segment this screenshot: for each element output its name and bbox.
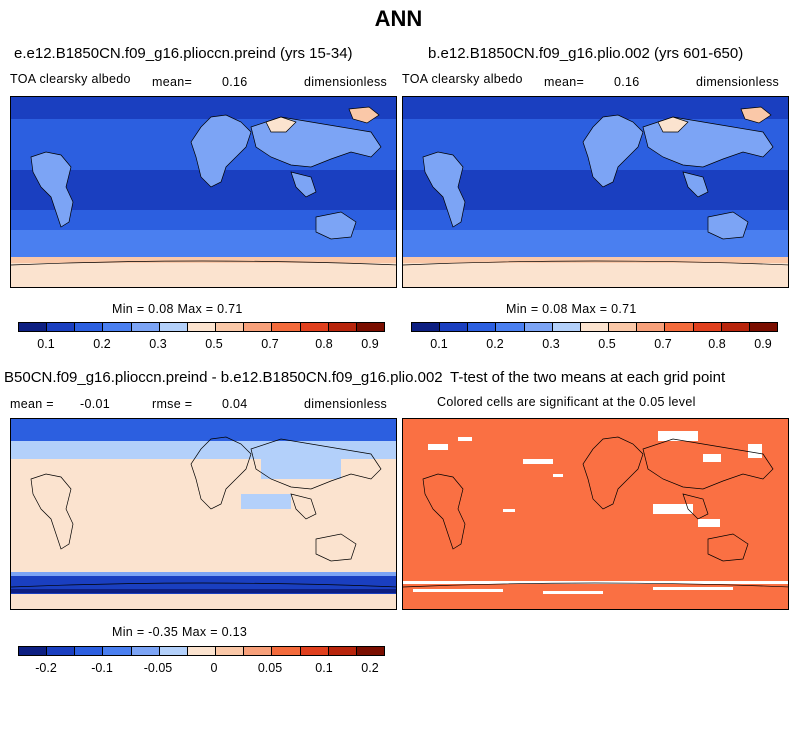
panel2-mean-label: mean= <box>544 75 585 89</box>
panel4-title: T-test of the two means at each grid poi… <box>450 369 726 386</box>
panel1-colorbar <box>18 322 385 332</box>
colorbar-box <box>609 323 638 331</box>
panel2-title: b.e12.B1850CN.f09_g16.plio.002 (yrs 601-… <box>428 45 744 62</box>
colorbar-box <box>637 323 666 331</box>
colorbar-box <box>19 647 48 655</box>
colorbar-box <box>356 323 385 331</box>
colorbar-box <box>244 323 273 331</box>
colorbar-box <box>328 323 357 331</box>
panel1-title: e.e12.B1850CN.f09_g16.plioccn.preind (yr… <box>14 45 353 62</box>
colorbar-box <box>131 323 160 331</box>
colorbar-tick: 0.8 <box>315 337 333 351</box>
colorbar-box <box>159 647 188 655</box>
colorbar-box <box>468 323 497 331</box>
colorbar-box <box>356 647 385 655</box>
colorbar-tick: 0.5 <box>598 337 616 351</box>
colorbar-box <box>19 323 48 331</box>
colorbar-tick: 0.3 <box>542 337 560 351</box>
panel1-variable: TOA clearsky albedo <box>10 72 131 86</box>
colorbar-box <box>496 323 525 331</box>
colorbar-tick: -0.2 <box>35 661 57 675</box>
panel3-map <box>10 418 397 610</box>
colorbar-tick: 0.7 <box>261 337 279 351</box>
colorbar-tick: 0.2 <box>361 661 379 675</box>
colorbar-box <box>216 647 245 655</box>
colorbar-box <box>440 323 469 331</box>
colorbar-tick: 0.05 <box>257 661 283 675</box>
panel1-map-svg <box>11 97 396 287</box>
colorbar-box <box>216 323 245 331</box>
panel4-map <box>402 418 789 610</box>
colorbar-box <box>103 323 132 331</box>
colorbar-box <box>103 647 132 655</box>
panel4-map-svg <box>403 419 788 609</box>
colorbar-box <box>524 323 553 331</box>
panel2-map-svg <box>403 97 788 287</box>
colorbar-box <box>721 323 750 331</box>
colorbar-tick: 0.1 <box>315 661 333 675</box>
colorbar-box <box>47 647 76 655</box>
colorbar-tick: 0.8 <box>708 337 726 351</box>
colorbar-tick: 0.2 <box>93 337 111 351</box>
colorbar-tick: 0.1 <box>37 337 55 351</box>
colorbar-box <box>131 647 160 655</box>
colorbar-box <box>580 323 610 331</box>
colorbar-box <box>665 323 694 331</box>
colorbar-box <box>412 323 441 331</box>
panel1-map <box>10 96 397 288</box>
colorbar-box <box>272 323 301 331</box>
colorbar-box <box>272 647 301 655</box>
colorbar-tick: -0.05 <box>143 661 173 675</box>
panel1-min-max: Min = 0.08 Max = 0.71 <box>112 302 243 316</box>
colorbar-box <box>187 647 217 655</box>
colorbar-box <box>328 647 357 655</box>
colorbar-box <box>552 323 581 331</box>
panel3-min-max: Min = -0.35 Max = 0.13 <box>112 625 248 639</box>
panel3-mean-value: -0.01 <box>80 397 110 411</box>
colorbar-tick: 0 <box>210 661 218 675</box>
colorbar-box <box>159 323 188 331</box>
colorbar-tick: 0.9 <box>754 337 772 351</box>
panel3-rmse-label: rmse = <box>152 397 193 411</box>
colorbar-tick: 0.7 <box>654 337 672 351</box>
colorbar-tick: 0.9 <box>361 337 379 351</box>
colorbar-box <box>75 647 104 655</box>
figure-title: ANN <box>374 6 423 31</box>
colorbar-tick: -0.1 <box>91 661 113 675</box>
panel2-colorbar <box>411 322 778 332</box>
panel2-mean-value: 0.16 <box>614 75 640 89</box>
colorbar-box <box>693 323 722 331</box>
panel2-variable: TOA clearsky albedo <box>402 72 523 86</box>
panel2-map <box>402 96 789 288</box>
panel3-units: dimensionless <box>304 397 388 411</box>
panel3-mean-label: mean = <box>10 397 54 411</box>
panel3-title: B50CN.f09_g16.plioccn.preind - b.e12.B18… <box>4 369 443 386</box>
colorbar-box <box>187 323 217 331</box>
panel4-subtitle: Colored cells are significant at the 0.0… <box>437 395 696 409</box>
panel2-min-max: Min = 0.08 Max = 0.71 <box>506 302 637 316</box>
colorbar-box <box>75 323 104 331</box>
colorbar-box <box>244 647 273 655</box>
panel1-mean-label: mean= <box>152 75 193 89</box>
colorbar-tick: 0.3 <box>149 337 167 351</box>
colorbar-box <box>300 323 329 331</box>
panel3-rmse-value: 0.04 <box>222 397 248 411</box>
colorbar-box <box>47 323 76 331</box>
colorbar-box <box>300 647 329 655</box>
colorbar-tick: 0.5 <box>205 337 223 351</box>
panel2-units: dimensionless <box>696 75 780 89</box>
panel3-colorbar <box>18 646 385 656</box>
panel3-map-svg <box>11 419 396 609</box>
colorbar-tick: 0.1 <box>430 337 448 351</box>
panel1-mean-value: 0.16 <box>222 75 248 89</box>
colorbar-tick: 0.2 <box>486 337 504 351</box>
panel1-units: dimensionless <box>304 75 388 89</box>
colorbar-box <box>749 323 778 331</box>
